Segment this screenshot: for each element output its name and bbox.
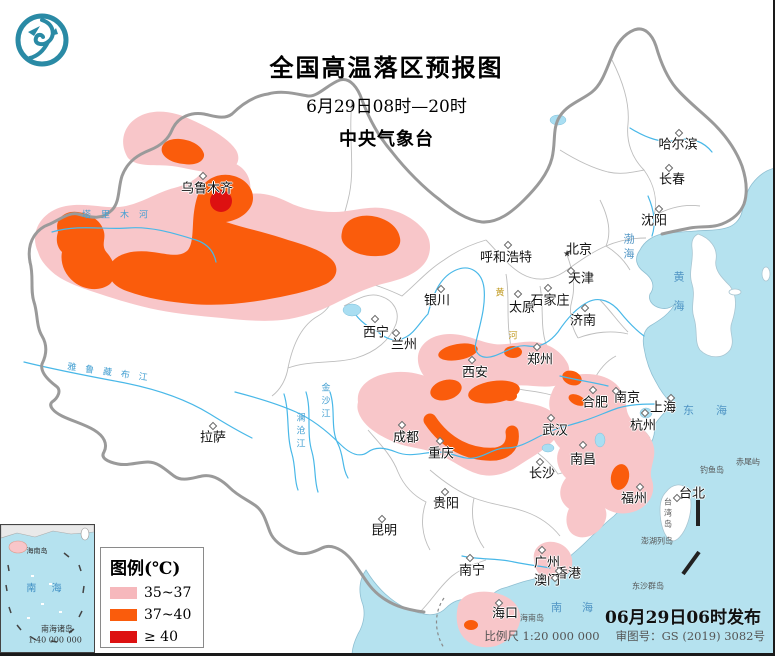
legend-row: ≥ 40 [110,629,195,645]
title-block: 全国高温落区预报图 6月29日08时—20时 中央气象台 [270,48,504,151]
map-meta: 比例尺 1:20 000 000 审图号：GS (2019) 3082号 [484,628,765,644]
legend-label: 37~40 [144,607,192,623]
dashed-boundary [435,597,445,649]
legend-row: 37~40 [110,607,195,623]
map-scale: 比例尺 1:20 000 000 [484,629,600,643]
legend-swatch-orange [110,609,137,621]
south-china-sea-inset: 海南岛 南 海 南海诸岛 1:40 000 000 [0,524,95,653]
inset-islands-label: 南海诸岛 [41,624,73,634]
boundary-bar [681,550,701,576]
inset-hainan-label: 海南岛 [26,547,48,555]
issue-time: 06月29日06时发布 [605,608,761,628]
legend-swatch-red [110,631,137,643]
national-border [27,27,748,614]
legend-row: 35~37 [110,585,195,601]
inset-map [1,525,94,643]
inset-sea-label: 南 海 [26,583,68,595]
rivers [23,127,713,569]
legend-box: 图例(℃) 35~37 37~40 ≥ 40 [100,547,204,648]
issuing-agency: 中央气象台 [339,129,434,150]
approval-number: 审图号：GS (2019) 3082号 [615,629,765,643]
island [728,288,742,296]
legend-swatch-pink [110,587,137,599]
cma-logo [15,13,69,67]
zone-37-40 [56,138,630,630]
legend-label: 35~37 [144,585,192,601]
map-valid-period: 6月29日08时—20时 [306,97,467,117]
boundary-bar [696,500,700,526]
inset-scale-label: 1:40 000 000 [28,635,82,645]
taiwan-island [659,484,692,542]
zone-ge-40 [210,190,232,212]
korea-peninsula [690,233,736,358]
legend-label: ≥ 40 [144,629,178,645]
legend-title: 图例(℃) [110,559,181,579]
island [761,266,771,282]
map-title: 全国高温落区预报图 [269,53,504,82]
